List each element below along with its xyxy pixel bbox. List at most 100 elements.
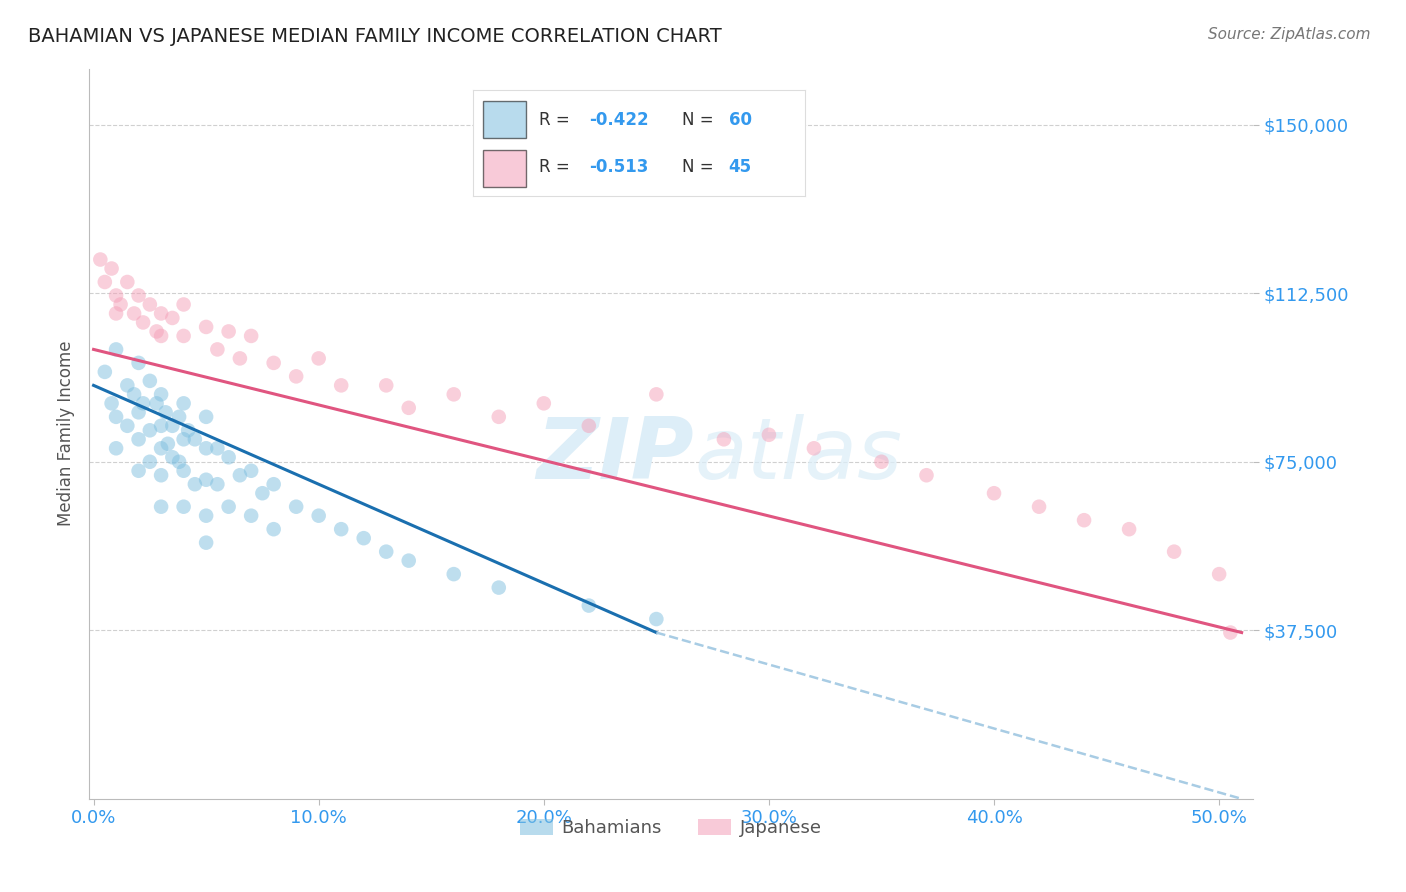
Point	[128, 356, 150, 370]
Point	[173, 500, 195, 514]
Point	[150, 468, 173, 483]
Point	[184, 432, 207, 446]
Text: ZIP: ZIP	[537, 414, 695, 497]
Y-axis label: Median Family Income: Median Family Income	[58, 341, 75, 526]
Point	[150, 418, 173, 433]
Point	[128, 288, 150, 302]
Point	[128, 432, 150, 446]
Point	[398, 401, 420, 415]
Point	[803, 442, 825, 456]
Point	[578, 418, 600, 433]
Point	[162, 310, 184, 325]
Point	[105, 306, 128, 320]
Point	[173, 396, 195, 410]
Point	[645, 387, 668, 401]
Point	[173, 329, 195, 343]
Point	[117, 418, 139, 433]
Point	[195, 473, 218, 487]
Point	[122, 387, 145, 401]
Point	[488, 409, 510, 424]
Point	[207, 442, 229, 456]
Point	[150, 500, 173, 514]
Point	[100, 261, 122, 276]
Point	[122, 306, 145, 320]
Point	[1163, 544, 1185, 558]
Point	[1219, 625, 1241, 640]
Point	[128, 464, 150, 478]
Point	[330, 378, 353, 392]
Text: Source: ZipAtlas.com: Source: ZipAtlas.com	[1208, 27, 1371, 42]
Point	[195, 508, 218, 523]
Point	[645, 612, 668, 626]
Point	[94, 365, 117, 379]
Point	[218, 500, 240, 514]
Point	[240, 508, 263, 523]
Point	[375, 378, 398, 392]
Point	[1028, 500, 1050, 514]
Point	[162, 450, 184, 465]
Point	[353, 531, 375, 545]
Point	[983, 486, 1005, 500]
Point	[184, 477, 207, 491]
Point	[105, 409, 128, 424]
Point	[240, 329, 263, 343]
Point	[105, 288, 128, 302]
Point	[132, 396, 155, 410]
Point	[443, 567, 465, 582]
Point	[195, 442, 218, 456]
Point	[139, 374, 162, 388]
Point	[173, 432, 195, 446]
Point	[240, 464, 263, 478]
Text: BAHAMIAN VS JAPANESE MEDIAN FAMILY INCOME CORRELATION CHART: BAHAMIAN VS JAPANESE MEDIAN FAMILY INCOM…	[28, 27, 721, 45]
Point	[758, 427, 780, 442]
Point	[150, 387, 173, 401]
Point	[128, 405, 150, 419]
Point	[218, 325, 240, 339]
Point	[94, 275, 117, 289]
Point	[150, 442, 173, 456]
Point	[870, 455, 893, 469]
Point	[150, 306, 173, 320]
Point	[308, 351, 330, 366]
Point	[229, 468, 252, 483]
Point	[285, 369, 308, 384]
Point	[308, 508, 330, 523]
Point	[330, 522, 353, 536]
Point	[177, 423, 200, 437]
Point	[375, 544, 398, 558]
Point	[488, 581, 510, 595]
Point	[132, 315, 155, 329]
Point	[285, 500, 308, 514]
Point	[398, 554, 420, 568]
Point	[167, 409, 190, 424]
Point	[1118, 522, 1140, 536]
Point	[713, 432, 735, 446]
Point	[145, 325, 167, 339]
Point	[173, 464, 195, 478]
Point	[167, 455, 190, 469]
Point	[195, 409, 218, 424]
Point	[195, 535, 218, 549]
Point	[229, 351, 252, 366]
Point	[252, 486, 274, 500]
Point	[533, 396, 555, 410]
Point	[139, 423, 162, 437]
Point	[156, 437, 179, 451]
Point	[110, 297, 132, 311]
Point	[139, 297, 162, 311]
Point	[117, 275, 139, 289]
Text: atlas: atlas	[695, 414, 903, 497]
Legend: Bahamians, Japanese: Bahamians, Japanese	[513, 812, 830, 845]
Point	[89, 252, 111, 267]
Point	[443, 387, 465, 401]
Point	[218, 450, 240, 465]
Point	[1208, 567, 1230, 582]
Point	[578, 599, 600, 613]
Point	[100, 396, 122, 410]
Point	[195, 320, 218, 334]
Point	[105, 442, 128, 456]
Point	[207, 477, 229, 491]
Point	[105, 343, 128, 357]
Point	[207, 343, 229, 357]
Point	[117, 378, 139, 392]
